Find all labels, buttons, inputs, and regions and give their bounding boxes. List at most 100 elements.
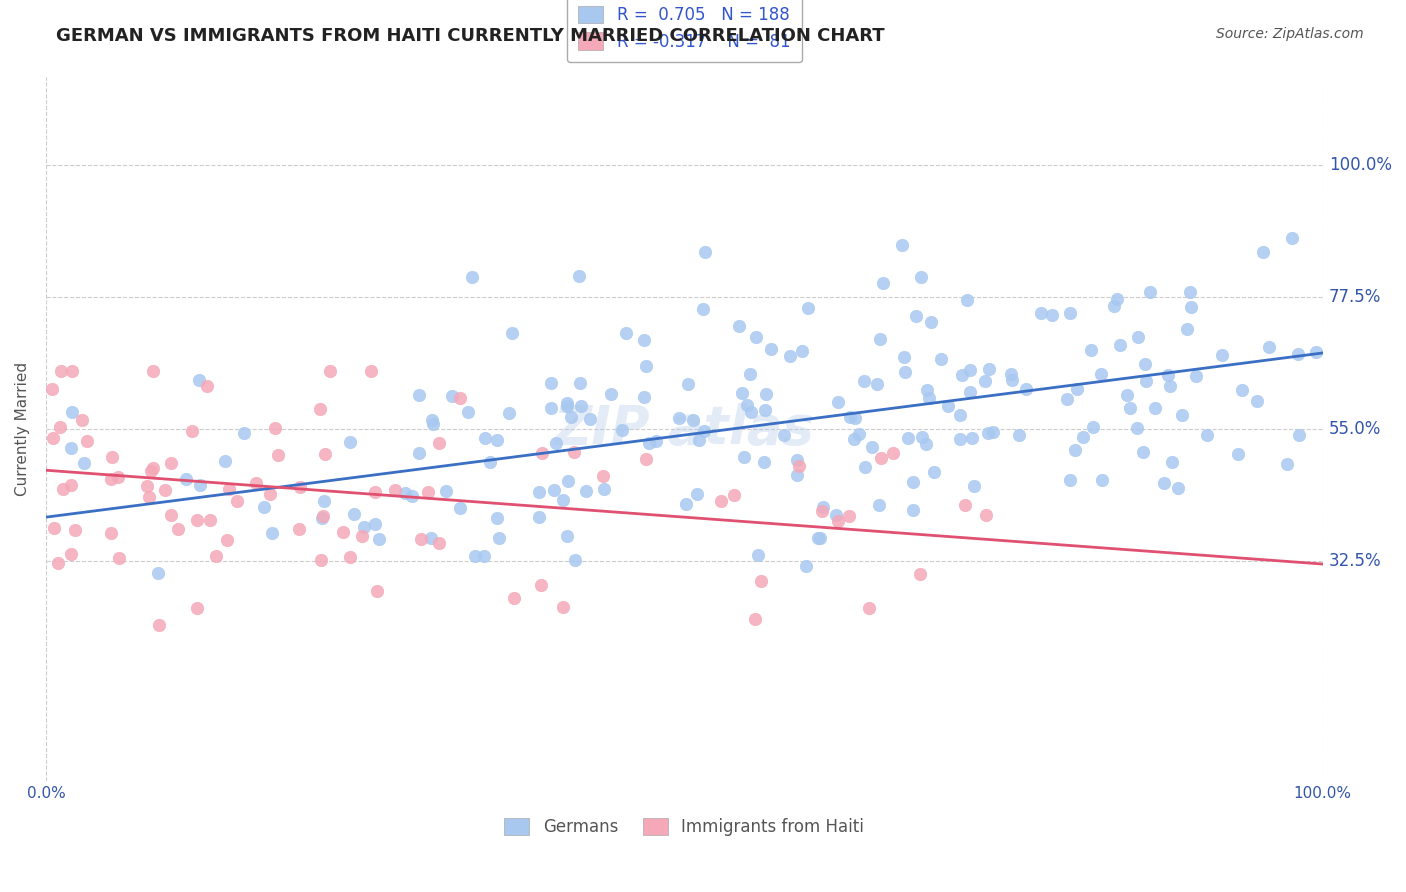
Point [464, 549, 486, 563]
Point [141, 363, 163, 377]
Point [531, 446, 554, 460]
Point [314, 447, 336, 461]
Point [1029, 306, 1052, 320]
Point [949, 432, 972, 446]
Point [188, 373, 211, 387]
Point [314, 494, 336, 508]
Point [214, 454, 236, 468]
Point [420, 412, 443, 426]
Point [309, 553, 332, 567]
Point [543, 483, 565, 497]
Point [870, 451, 893, 466]
Point [1126, 421, 1149, 435]
Point [740, 405, 762, 419]
Point [1105, 292, 1128, 306]
Point [1001, 373, 1024, 387]
Point [728, 318, 751, 333]
Point [955, 499, 977, 513]
Point [449, 500, 471, 515]
Point [644, 434, 666, 449]
Point [929, 352, 952, 367]
Point [1132, 445, 1154, 459]
Point [1211, 348, 1233, 362]
Point [343, 508, 366, 522]
Point [761, 342, 783, 356]
Point [636, 359, 658, 373]
Point [747, 548, 769, 562]
Point [1175, 322, 1198, 336]
Point [825, 508, 848, 522]
Point [1109, 337, 1132, 351]
Text: ZIP atlas: ZIP atlas [554, 403, 814, 455]
Point [555, 529, 578, 543]
Point [353, 520, 375, 534]
Point [1063, 442, 1085, 457]
Point [959, 362, 981, 376]
Point [1091, 473, 1114, 487]
Point [1015, 382, 1038, 396]
Point [259, 487, 281, 501]
Point [76, 434, 98, 448]
Point [915, 437, 938, 451]
Point [100, 526, 122, 541]
Point [136, 479, 159, 493]
Text: 32.5%: 32.5% [1329, 552, 1382, 570]
Point [733, 450, 755, 464]
Point [198, 513, 221, 527]
Point [897, 431, 920, 445]
Point [911, 430, 934, 444]
Point [557, 474, 579, 488]
Point [749, 574, 772, 588]
Point [540, 401, 562, 415]
Point [974, 508, 997, 522]
Point [564, 444, 586, 458]
Point [401, 489, 423, 503]
Point [1180, 300, 1202, 314]
Point [555, 400, 578, 414]
Point [723, 488, 745, 502]
Point [860, 440, 883, 454]
Point [142, 460, 165, 475]
Point [786, 467, 808, 482]
Point [368, 532, 391, 546]
Point [579, 412, 602, 426]
Point [893, 350, 915, 364]
Point [1040, 309, 1063, 323]
Point [181, 424, 204, 438]
Point [41, 382, 63, 396]
Text: 77.5%: 77.5% [1329, 288, 1381, 306]
Point [502, 591, 524, 605]
Point [839, 409, 862, 424]
Point [1059, 474, 1081, 488]
Point [1080, 343, 1102, 357]
Point [166, 522, 188, 536]
Point [1008, 428, 1031, 442]
Point [1135, 374, 1157, 388]
Point [692, 425, 714, 439]
Point [731, 386, 754, 401]
Point [1090, 367, 1112, 381]
Point [449, 391, 471, 405]
Point [339, 434, 361, 449]
Point [963, 479, 986, 493]
Point [1281, 230, 1303, 244]
Point [188, 478, 211, 492]
Point [267, 449, 290, 463]
Point [1081, 420, 1104, 434]
Point [910, 270, 932, 285]
Point [546, 436, 568, 450]
Point [422, 417, 444, 431]
Point [592, 469, 614, 483]
Point [1056, 392, 1078, 406]
Point [1133, 357, 1156, 371]
Point [309, 402, 332, 417]
Point [186, 600, 208, 615]
Point [695, 245, 717, 260]
Point [311, 511, 333, 525]
Point [1159, 378, 1181, 392]
Point [253, 500, 276, 514]
Point [638, 436, 661, 450]
Point [568, 376, 591, 391]
Point [827, 394, 849, 409]
Point [592, 483, 614, 497]
